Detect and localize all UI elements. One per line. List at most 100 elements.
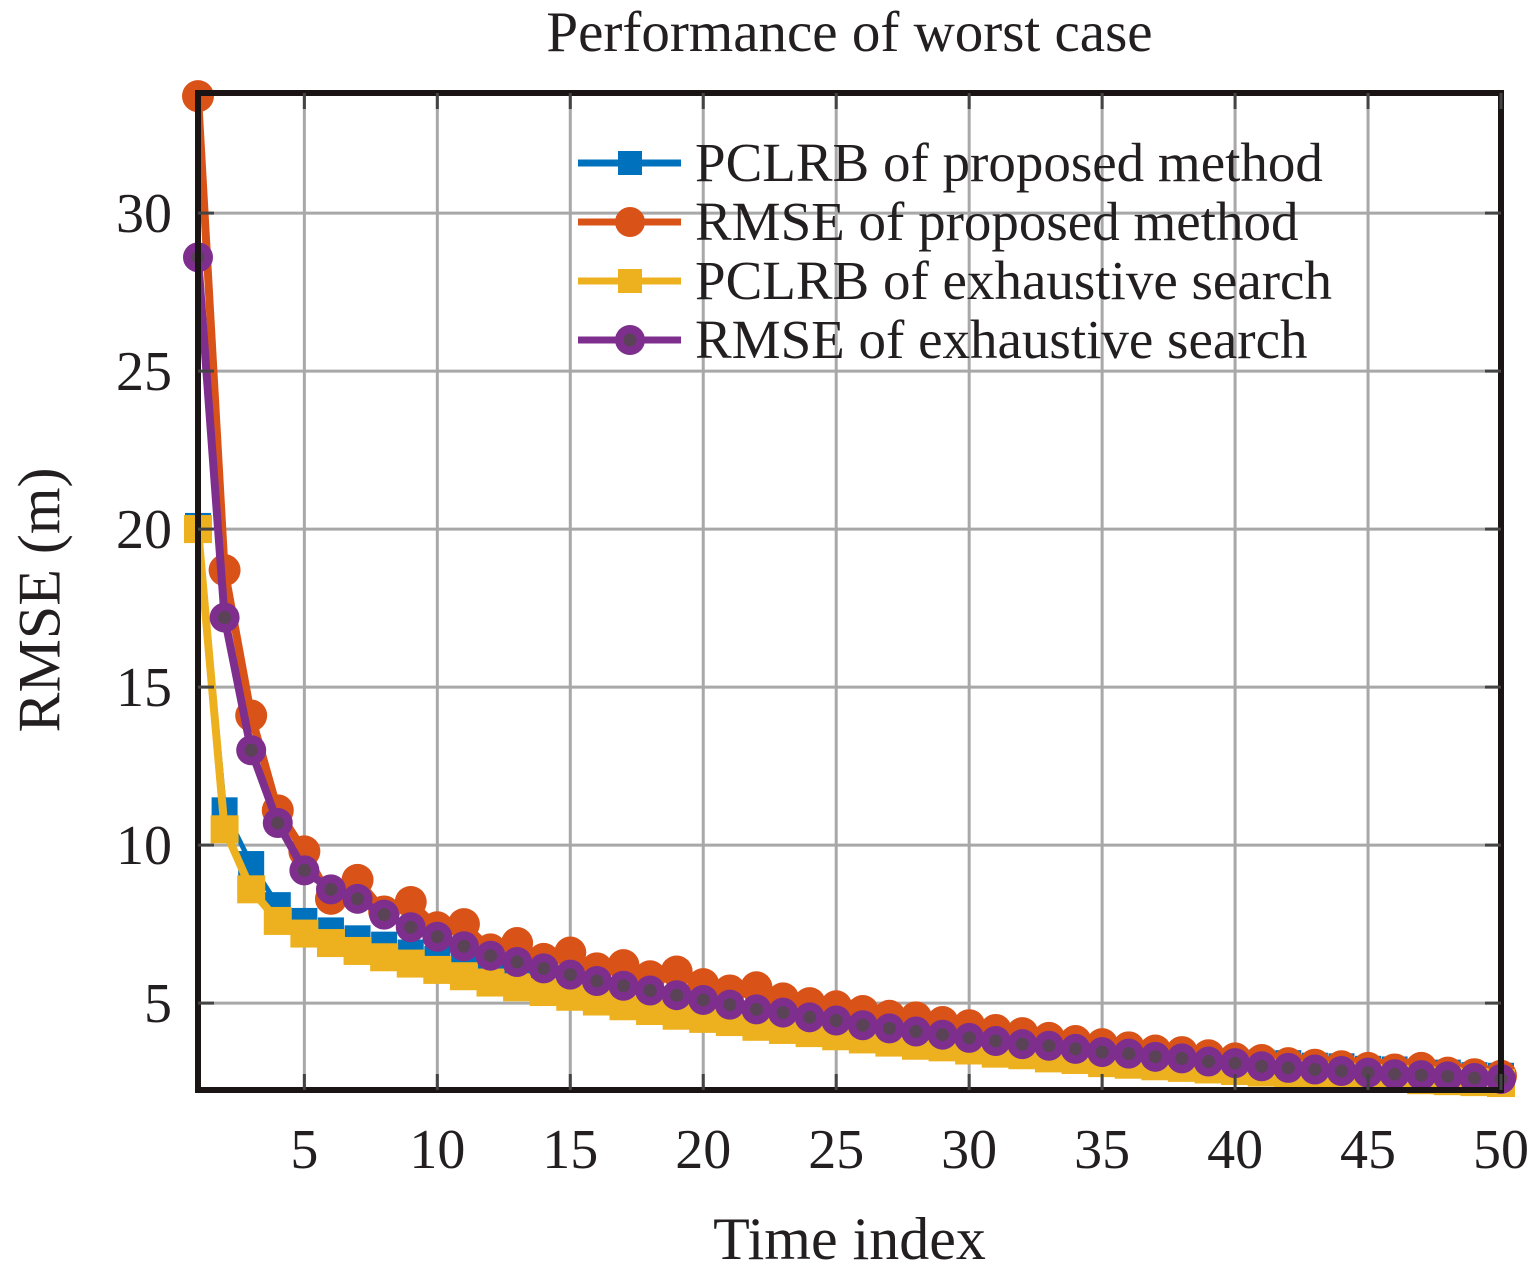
circle-marker-core-icon bbox=[776, 1006, 790, 1020]
square-marker-icon bbox=[423, 955, 452, 984]
circle-marker-core-icon bbox=[563, 968, 577, 982]
circle-marker-core-icon bbox=[1467, 1071, 1481, 1085]
circle-marker-core-icon bbox=[457, 939, 471, 953]
y-tick-label: 5 bbox=[144, 973, 172, 1035]
square-marker-icon bbox=[578, 146, 681, 180]
circle-marker-core-icon bbox=[696, 993, 710, 1007]
circle-marker-core-icon bbox=[510, 955, 524, 969]
x-tick-label: 10 bbox=[409, 1119, 465, 1181]
square-marker-icon bbox=[503, 973, 532, 1002]
plot-border bbox=[195, 90, 1504, 1093]
circle-marker-core-icon bbox=[483, 949, 498, 963]
legend-label: RMSE of proposed method bbox=[695, 191, 1299, 252]
circle-marker-core-icon bbox=[1281, 1061, 1295, 1075]
circle-marker-core-icon bbox=[1308, 1062, 1322, 1076]
circle-marker-core-icon bbox=[989, 1034, 1003, 1048]
circle-marker-core-icon bbox=[1148, 1050, 1162, 1064]
x-tick-label: 50 bbox=[1473, 1119, 1529, 1181]
circle-marker-core-icon bbox=[723, 998, 737, 1012]
square-marker-icon bbox=[263, 906, 292, 935]
x-tick-label: 35 bbox=[1074, 1119, 1130, 1181]
circle-marker-icon bbox=[660, 955, 693, 988]
circle-marker-core-icon bbox=[271, 816, 285, 830]
square-marker-icon bbox=[343, 936, 372, 965]
circle-marker-core-icon bbox=[936, 1028, 950, 1042]
square-marker-icon bbox=[210, 815, 239, 844]
circle-marker-core-icon bbox=[297, 863, 311, 877]
x-tick-label: 15 bbox=[542, 1119, 598, 1181]
square-marker-icon bbox=[476, 968, 505, 997]
circle-marker-core-icon bbox=[882, 1021, 896, 1035]
y-tick-label: 30 bbox=[116, 183, 172, 245]
circle-marker-core-icon bbox=[1175, 1051, 1189, 1065]
circle-marker-core-icon bbox=[1042, 1039, 1056, 1053]
circle-marker-core-icon bbox=[1255, 1059, 1269, 1073]
circle-marker-core-icon bbox=[1015, 1037, 1029, 1051]
circle-marker-core-icon bbox=[829, 1013, 843, 1028]
square-marker-icon bbox=[396, 949, 425, 978]
square-marker-icon bbox=[578, 264, 681, 298]
legend-label: PCLRB of proposed method bbox=[695, 132, 1323, 193]
square-marker-icon bbox=[237, 875, 266, 904]
square-marker-icon bbox=[290, 919, 319, 948]
circle-marker-core-icon bbox=[324, 882, 338, 896]
y-tick-label: 15 bbox=[116, 657, 172, 719]
legend-item: PCLRB of proposed method bbox=[578, 133, 1332, 192]
circle-marker-icon bbox=[578, 323, 681, 357]
circle-marker-core-icon bbox=[1228, 1056, 1242, 1070]
circle-marker-core-icon bbox=[749, 1002, 763, 1016]
circle-marker-core-icon bbox=[430, 930, 444, 944]
circle-marker-core-icon bbox=[1388, 1067, 1402, 1081]
circle-marker-core-icon bbox=[537, 961, 551, 975]
circle-marker-core-icon bbox=[1414, 1068, 1428, 1082]
legend-label: RMSE of exhaustive search bbox=[695, 309, 1308, 370]
circle-marker-core-icon bbox=[856, 1018, 870, 1032]
circle-marker-core-icon bbox=[1069, 1042, 1083, 1056]
circle-marker-icon bbox=[447, 908, 480, 941]
series-line-0 bbox=[195, 525, 1502, 1079]
circle-marker-core-icon bbox=[1095, 1045, 1109, 1059]
circle-marker-core-icon bbox=[1441, 1069, 1455, 1083]
circle-marker-core-icon bbox=[1122, 1047, 1136, 1061]
x-tick-label: 5 bbox=[290, 1119, 318, 1181]
circle-marker-core-icon bbox=[803, 1010, 817, 1024]
circle-marker-core-icon bbox=[1361, 1066, 1375, 1080]
x-tick-label: 25 bbox=[808, 1119, 864, 1181]
legend-label: PCLRB of exhaustive search bbox=[695, 250, 1332, 311]
square-marker-icon bbox=[449, 962, 478, 991]
circle-marker-icon bbox=[554, 936, 587, 969]
circle-marker-core-icon bbox=[244, 743, 258, 757]
circle-marker-core-icon bbox=[962, 1031, 976, 1045]
x-axis-label: Time index bbox=[713, 1206, 986, 1272]
circle-marker-core-icon bbox=[1334, 1064, 1348, 1078]
circle-marker-core-icon bbox=[404, 920, 418, 934]
y-tick-label: 10 bbox=[116, 815, 172, 877]
circle-marker-core-icon bbox=[616, 979, 630, 993]
x-tick-label: 20 bbox=[675, 1119, 731, 1181]
x-tick-label: 30 bbox=[941, 1119, 997, 1181]
circle-marker-core-icon bbox=[643, 983, 657, 997]
circle-marker-core-icon bbox=[377, 908, 391, 922]
legend: PCLRB of proposed method RMSE of propose… bbox=[578, 133, 1332, 369]
legend-item: PCLRB of exhaustive search bbox=[578, 251, 1332, 310]
y-tick-label: 20 bbox=[116, 499, 172, 561]
square-marker-icon bbox=[316, 929, 345, 958]
circle-marker-core-icon bbox=[218, 611, 232, 625]
circle-marker-icon bbox=[740, 971, 773, 1004]
circle-marker-icon bbox=[394, 885, 427, 918]
y-tick-label: 25 bbox=[116, 341, 172, 403]
x-tick-label: 45 bbox=[1340, 1119, 1396, 1181]
chart-title: Performance of worst case bbox=[546, 1, 1153, 64]
x-tick-label: 40 bbox=[1207, 1119, 1263, 1181]
circle-marker-core-icon bbox=[670, 988, 684, 1002]
circle-marker-core-icon bbox=[351, 892, 365, 906]
legend-item: RMSE of proposed method bbox=[578, 192, 1332, 251]
circle-marker-icon bbox=[578, 205, 681, 239]
circle-marker-core-icon bbox=[1201, 1055, 1216, 1069]
circle-marker-core-icon bbox=[909, 1025, 923, 1039]
legend-item: RMSE of exhaustive search bbox=[578, 310, 1332, 369]
square-marker-icon bbox=[370, 943, 399, 972]
circle-marker-core-icon bbox=[590, 974, 604, 988]
